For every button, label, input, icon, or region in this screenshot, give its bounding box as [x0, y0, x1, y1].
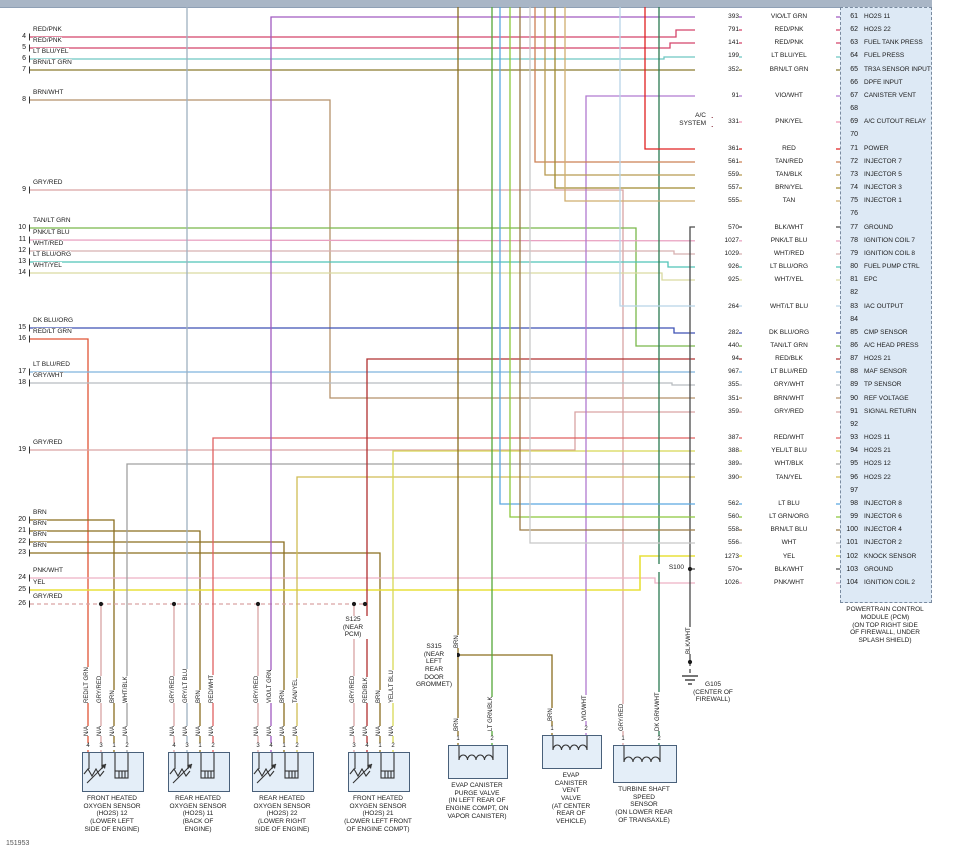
- wire-wht-yel: [30, 272, 840, 281]
- wire-brn: [30, 519, 115, 752]
- wire-gry-red: [30, 411, 840, 451]
- wire-red-lt-grn: [30, 338, 89, 752]
- wire-lt-blu-yel: [30, 56, 840, 60]
- wire-wht-blk: [126, 463, 840, 752]
- splice-dot: [98, 601, 104, 607]
- wire-brn: [458, 654, 553, 735]
- wire-gry-red: [30, 189, 624, 745]
- splice-dot: [171, 601, 177, 607]
- wire-lt-blu: [499, 7, 840, 505]
- wire-blk-wht: [689, 226, 840, 662]
- wire-brn: [30, 541, 285, 752]
- wire-yel-lt-blu: [392, 450, 840, 752]
- splice-dot: [687, 659, 693, 665]
- wire-vio-lt-grn: [270, 16, 840, 752]
- wire-tan-yel: [296, 476, 840, 752]
- wire-pnk-wht: [30, 577, 840, 584]
- splice-dot: [351, 601, 357, 607]
- document-number: 151953: [6, 840, 30, 847]
- wire-brn: [30, 552, 381, 752]
- wire-lt-blu-org: [30, 261, 840, 268]
- wire-yel: [30, 555, 840, 591]
- wire-red-pnk: [30, 42, 840, 49]
- wire-wht-red: [30, 250, 840, 255]
- wire-red-pnk: [30, 29, 840, 38]
- wire-brn-yel: [554, 7, 840, 189]
- pcm-connector-panel: [840, 7, 932, 603]
- splice-dot: [687, 566, 693, 572]
- splice-dot: [455, 652, 461, 658]
- ac-arrow-icon: [702, 117, 713, 127]
- splice-dot: [255, 601, 261, 607]
- wire-pnk-lt-blu: [29, 239, 841, 242]
- top-scrollbar[interactable]: [0, 0, 932, 8]
- wire-tan-blk: [544, 7, 840, 176]
- pcm-title: POWERTRAIN CONTROL MODULE (PCM) (ON TOP …: [846, 606, 924, 645]
- wire-red: [644, 7, 840, 150]
- wire-gry-wht: [30, 382, 840, 386]
- splice-dot: [362, 601, 368, 607]
- wire-tan: [564, 7, 840, 202]
- wire-vio-wht: [585, 95, 840, 735]
- wire-red-wht: [212, 437, 840, 752]
- wire-dk-blu-org: [30, 327, 840, 334]
- wire-brn: [30, 530, 201, 752]
- wire-wht-lt-blu: [619, 7, 840, 307]
- wire-wht: [529, 7, 840, 544]
- wire-brn-wht: [30, 99, 840, 399]
